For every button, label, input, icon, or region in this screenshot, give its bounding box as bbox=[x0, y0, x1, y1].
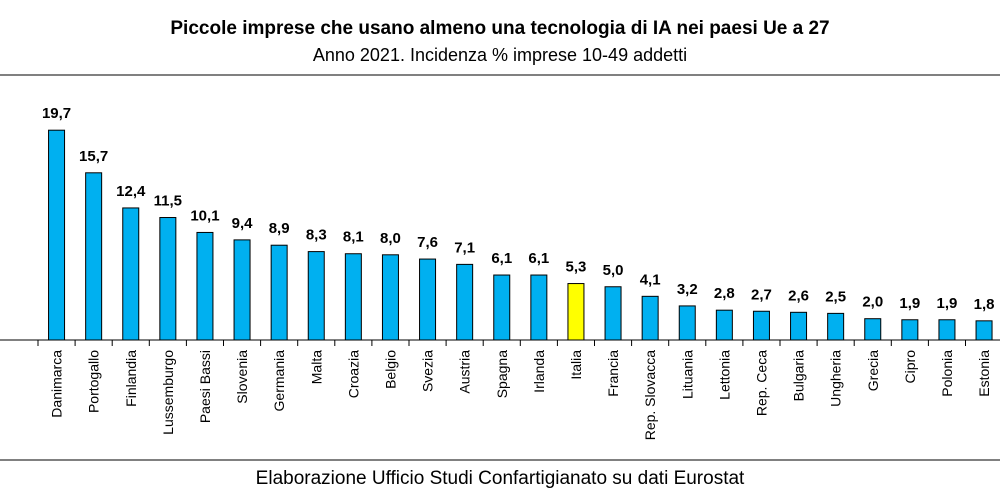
value-label: 8,0 bbox=[380, 230, 401, 247]
bar-malta bbox=[307, 251, 325, 341]
x-tick-label: Ungheria bbox=[828, 350, 844, 407]
value-label: 7,6 bbox=[417, 234, 438, 251]
x-tick-label: Rep. Ceca bbox=[753, 350, 769, 416]
value-label: 1,9 bbox=[899, 295, 920, 312]
value-label: 10,1 bbox=[190, 207, 219, 224]
value-label: 12,4 bbox=[116, 183, 146, 200]
value-label: 2,7 bbox=[751, 286, 772, 303]
x-tick-label: Croazia bbox=[345, 350, 361, 398]
value-labels-group: 19,7 15,7 12,4 11,5 10,1 9,4 8,9 8,3 8,1 8,0 7,6 7,… bbox=[42, 105, 995, 313]
value-label: 6,1 bbox=[528, 250, 549, 267]
value-label: 2,8 bbox=[714, 285, 735, 302]
x-tick-label: Cipro bbox=[902, 350, 918, 384]
x-tick-label: Slovenia bbox=[234, 350, 250, 404]
chart-title: Piccole imprese che usano almeno una tec… bbox=[170, 18, 830, 39]
chart-source: Elaborazione Ufficio Studi Confartigiana… bbox=[255, 468, 745, 489]
x-tick-label: Spagna bbox=[494, 350, 510, 398]
x-tick-label: Lituania bbox=[679, 350, 695, 399]
x-tick-label: Italia bbox=[568, 350, 584, 380]
x-tick-label: Bulgaria bbox=[791, 350, 807, 402]
value-label: 9,4 bbox=[232, 215, 254, 232]
value-label: 15,7 bbox=[79, 148, 108, 165]
value-label: 1,9 bbox=[937, 295, 958, 312]
value-label: 2,5 bbox=[825, 288, 846, 305]
x-tick-label: Austria bbox=[457, 350, 473, 394]
bar-belgio bbox=[381, 254, 399, 341]
value-label: 8,1 bbox=[343, 229, 364, 246]
x-tick-label: Germania bbox=[271, 350, 287, 412]
x-tick-label: Rep. Slovacca bbox=[642, 350, 658, 440]
bar-francia bbox=[604, 286, 622, 341]
bar-portogallo bbox=[85, 172, 103, 341]
bar-austria bbox=[456, 263, 474, 341]
value-label: 5,0 bbox=[603, 262, 624, 279]
x-tick-label: Belgio bbox=[382, 350, 398, 389]
value-label: 2,6 bbox=[788, 287, 809, 304]
x-axis bbox=[0, 339, 1000, 346]
x-tick-label: Svezia bbox=[420, 350, 436, 392]
chart-subtitle: Anno 2021. Incidenza % imprese 10-49 add… bbox=[312, 45, 688, 65]
bar-croazia bbox=[344, 253, 362, 341]
bar-italia bbox=[567, 283, 585, 341]
bar-paesi-bassi bbox=[196, 231, 214, 341]
bars-group bbox=[48, 129, 993, 341]
x-tick-labels-group: Danimarca Portogallo Finlandia Lussemburgo P… bbox=[49, 350, 992, 440]
x-tick-label: Malta bbox=[308, 350, 324, 384]
x-tick-label: Finlandia bbox=[123, 350, 139, 407]
value-label: 19,7 bbox=[42, 105, 71, 122]
x-tick-label: Polonia bbox=[939, 350, 955, 397]
bar-rep-slovacca bbox=[641, 295, 659, 341]
bar-cipro bbox=[901, 319, 919, 341]
bar-irlanda bbox=[530, 274, 548, 341]
value-label: 2,0 bbox=[862, 294, 883, 311]
value-label: 1,8 bbox=[974, 296, 995, 313]
value-label: 11,5 bbox=[154, 193, 182, 210]
bar-spagna bbox=[493, 274, 511, 341]
x-tick-label: Paesi Bassi bbox=[197, 350, 213, 423]
bar-danimarca bbox=[48, 129, 66, 341]
x-tick-label: Irlanda bbox=[531, 350, 547, 393]
bar-lituania bbox=[678, 305, 696, 341]
bar-polonia bbox=[938, 319, 956, 341]
x-tick-label: Lussemburgo bbox=[160, 350, 176, 435]
value-label: 8,3 bbox=[306, 227, 327, 244]
bar-bulgaria bbox=[790, 311, 808, 341]
bar-grecia bbox=[864, 318, 882, 341]
bar-finlandia bbox=[122, 207, 140, 341]
bar-lussemburgo bbox=[159, 217, 177, 341]
bar-lettonia bbox=[715, 309, 733, 341]
bar-rep-ceca bbox=[752, 310, 770, 341]
value-label: 4,1 bbox=[640, 271, 661, 288]
x-tick-label: Lettonia bbox=[716, 350, 732, 400]
value-label: 8,9 bbox=[269, 220, 290, 237]
bar-svezia bbox=[419, 258, 437, 341]
x-tick-label: Danimarca bbox=[49, 350, 65, 418]
bar-germania bbox=[270, 244, 288, 341]
bar-slovenia bbox=[233, 239, 251, 341]
value-label: 5,3 bbox=[566, 259, 587, 276]
x-tick-label: Estonia bbox=[976, 350, 992, 397]
bar-estonia bbox=[975, 320, 993, 341]
bar-ungheria bbox=[827, 312, 845, 341]
value-label: 7,1 bbox=[454, 239, 475, 256]
x-tick-label: Grecia bbox=[865, 350, 881, 391]
x-tick-label: Francia bbox=[605, 350, 621, 397]
x-tick-label: Portogallo bbox=[86, 350, 102, 413]
value-label: 6,1 bbox=[491, 250, 512, 267]
value-label: 3,2 bbox=[677, 281, 698, 298]
